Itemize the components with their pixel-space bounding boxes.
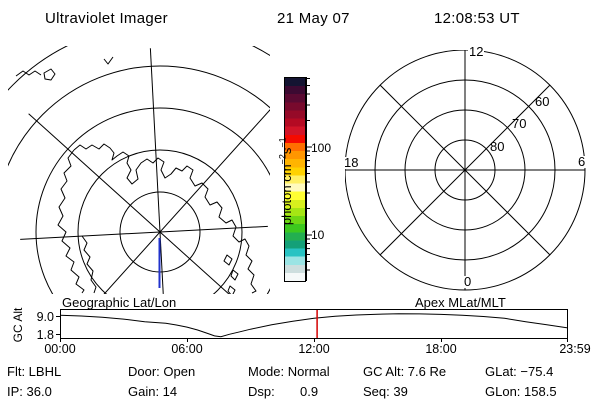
colorbar-unit-label: photon cm−2s−1 — [277, 137, 294, 226]
status-gcalt: GC Alt: 7.6 Re — [363, 364, 447, 379]
geo-meridian-lines — [20, 48, 270, 294]
date-label: 21 May 07 — [277, 10, 350, 27]
geographic-map-plot — [8, 46, 270, 294]
status-glon: GLon: 158.5 — [485, 384, 557, 399]
status-seq: Seq: 39 — [363, 384, 408, 399]
status-mode: Mode: Normal — [248, 364, 330, 379]
strip-ytick-1p8: 1.8 — [36, 328, 54, 342]
status-gain: Gain: 14 — [128, 384, 178, 399]
strip-frame — [60, 309, 568, 339]
mlt-spoke-lines — [345, 50, 585, 290]
strip-ytick-mark-1p8 — [56, 334, 60, 335]
page-title: Ultraviolet Imager — [45, 10, 168, 27]
time-label: 12:08:53 UT — [434, 10, 520, 27]
geo-lat-circles — [8, 46, 270, 294]
apex-plot-caption: Apex MLat/MLT — [415, 295, 506, 310]
strip-xtick-2359: 23:59 — [559, 342, 591, 356]
colorbar-gradient — [284, 77, 306, 282]
antarctica-coastline — [15, 56, 257, 294]
mlat-label-60: 60 — [535, 94, 550, 109]
colorbar-tick-label-10: 10 — [311, 228, 325, 242]
mlt-label-6: 6 — [577, 154, 587, 169]
mlt-label-0: 0 — [463, 274, 473, 289]
strip-xtick-mark-1200 — [314, 339, 315, 342]
mlt-label-12: 12 — [468, 44, 485, 59]
apex-polar-plot — [345, 50, 586, 291]
strip-xtick-mark-1800 — [441, 339, 442, 342]
strip-xtick-0000: 00:00 — [44, 342, 76, 356]
strip-xtick-1200: 12:00 — [298, 342, 330, 356]
strip-ylabel: GC Alt — [11, 307, 25, 343]
status-flt: Flt: LBHL — [7, 364, 62, 379]
mlat-label-70: 70 — [512, 116, 527, 131]
gc-alt-strip-chart — [60, 309, 568, 339]
strip-xtick-mark-0000 — [60, 339, 61, 342]
status-door: Door: Open — [128, 364, 196, 379]
strip-ytick-mark-9 — [56, 316, 60, 317]
status-ip: IP: 36.0 — [7, 384, 52, 399]
geo-plot-caption: Geographic Lat/Lon — [62, 295, 177, 310]
strip-xtick-mark-2359 — [567, 339, 568, 342]
colorbar-tick-label-100: 100 — [311, 141, 332, 155]
strip-ytick-9: 9.0 — [36, 310, 54, 324]
colorbar-ticks — [306, 77, 312, 281]
strip-xtick-1800: 18:00 — [425, 342, 457, 356]
strip-xtick-0600: 06:00 — [171, 342, 203, 356]
gc-alt-curve — [60, 313, 568, 338]
mlat-label-80: 80 — [490, 139, 505, 154]
mlt-label-18: 18 — [343, 155, 360, 170]
status-glat: GLat: −75.4 — [485, 364, 554, 379]
status-dsp: Dsp: 0.9 — [248, 384, 319, 399]
strip-xtick-mark-0600 — [187, 339, 188, 342]
